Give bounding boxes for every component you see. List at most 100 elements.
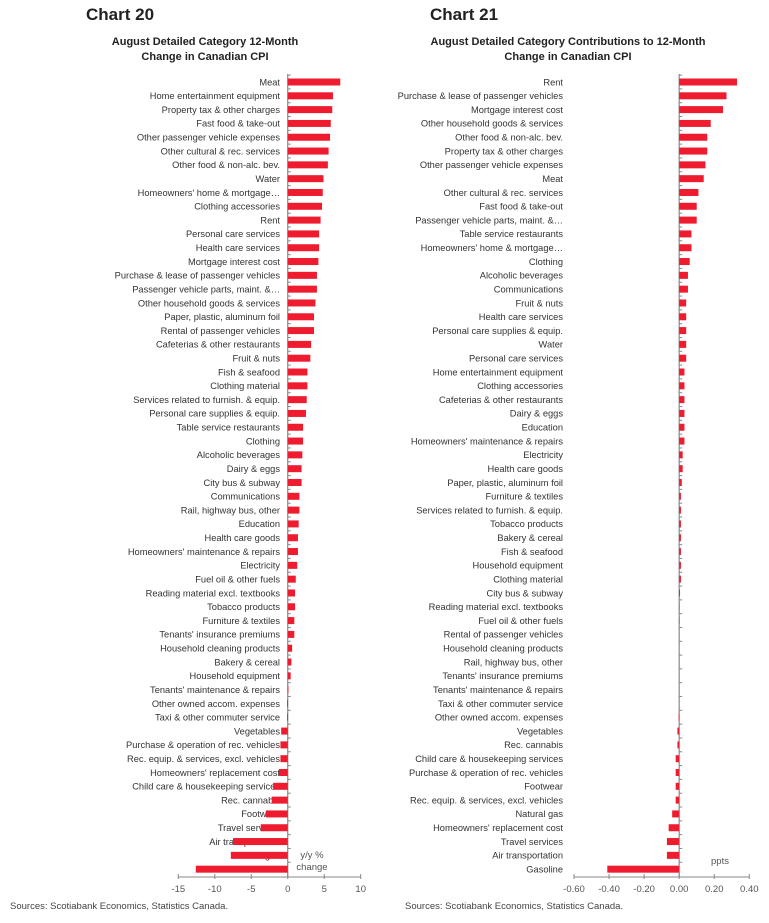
chart-20-category-label: Cafeterias & other restaurants (156, 340, 280, 350)
chart-20-bar (287, 589, 296, 597)
chart-20-bar (287, 672, 291, 680)
chart-21-category-label: Meat (542, 174, 563, 184)
chart-20-bar (233, 838, 288, 846)
chart-21-bar (679, 478, 682, 486)
chart-21-bar (677, 741, 680, 749)
chart-20-category-label: Fuel oil & other fuels (195, 574, 280, 584)
chart-20-category-label: Passenger vehicle parts, maint. &… (132, 284, 280, 294)
chart-21-bar (679, 396, 685, 404)
chart-20-category-label: Fish & seafood (218, 367, 280, 377)
chart-20-bar (280, 741, 288, 749)
chart-20-category-label: Communications (211, 492, 281, 502)
chart-21-category-label: Tenants' maintenance & repairs (433, 685, 563, 695)
chart-20-category-label: Homeowners' maintenance & repairs (128, 547, 280, 557)
chart-21-category-label: Child care & housekeeping services (415, 754, 563, 764)
chart-20-category-label: Property tax & other charges (162, 105, 281, 115)
chart-21-category-label: Taxi & other commuter service (438, 699, 563, 709)
chart-20-bar (287, 478, 302, 486)
chart-21-bar (679, 92, 727, 100)
chart-20-category-label: Table service restaurants (177, 423, 281, 433)
chart-20-category-label: Other owned accom. expenses (152, 699, 281, 709)
chart-20-category-label: Rec. equip. & services, excl. vehicles (127, 754, 280, 764)
chart-20-bar (265, 810, 288, 818)
chart-20-category-label: Education (239, 519, 280, 529)
chart-21-category-label: Personal care services (469, 354, 563, 364)
chart-20-bar (287, 382, 308, 390)
chart-21-category-label: Dairy & eggs (510, 409, 564, 419)
chart-21-category-label: Natural gas (515, 809, 563, 819)
chart-21-x-tick-label: 0.40 (740, 884, 759, 895)
chart-21-category-label: Education (522, 423, 563, 433)
chart-21-category-label: Purchase & operation of rec. vehicles (409, 768, 563, 778)
chart-20-category-label: Other passenger vehicle expenses (137, 133, 281, 143)
chart-20-bar (287, 188, 323, 196)
chart-20-category-label: Furniture & textiles (202, 616, 280, 626)
chart-20-bar (287, 161, 328, 169)
chart-20-category-label: Homeowners' home & mortgage… (138, 188, 280, 198)
chart-20-bar (271, 796, 288, 804)
chart-21-bar (679, 409, 685, 417)
chart-20-category-label: Electricity (240, 561, 280, 571)
chart-21-bar (679, 423, 685, 431)
chart-21-bar (679, 175, 704, 183)
chart-20-category-label: Purchase & operation of rec. vehicles (126, 740, 280, 750)
chart-21-bar (679, 327, 687, 335)
chart-21-bar (672, 810, 680, 818)
chart-20-category-label: Clothing (246, 436, 280, 446)
chart-21-source: Sources: Scotiabank Economics, Statistic… (405, 901, 624, 912)
chart-21-bar (679, 575, 681, 583)
chart-20-category-label: Other household goods & services (138, 298, 280, 308)
chart-21-bar (679, 354, 687, 362)
chart-20-category-label: Fast food & take-out (196, 119, 280, 129)
chart-20-category-label: Health care services (196, 243, 281, 253)
chart-21-category-label: Fast food & take-out (479, 202, 563, 212)
chart-20-bar (287, 133, 331, 141)
chart-21-category-label: Personal care supplies & equip. (432, 326, 563, 336)
chart-20-bar (287, 617, 295, 625)
chart-20-category-label: Rent (260, 215, 280, 225)
chart-21-category-label: Tenants' insurance premiums (442, 671, 563, 681)
chart-20-bar (287, 354, 311, 362)
chart-21-bar (679, 133, 708, 141)
chart-20-bar (287, 299, 316, 307)
chart-21-x-tick-label: -0.60 (563, 884, 585, 895)
chart-20-bar (287, 520, 299, 528)
chart-21-category-label: Mortgage interest cost (471, 105, 563, 115)
chart-21-title-line-1: August Detailed Category Contributions t… (430, 36, 706, 48)
chart-20-category-label: Tobacco products (207, 602, 280, 612)
chart-21-category-label: Home entertainment equipment (433, 367, 564, 377)
chart-20-category-label: Reading material excl. textbooks (146, 588, 281, 598)
chart-20-bar (287, 271, 317, 279)
chart-21-bar (679, 188, 699, 196)
chart-21-category-label: Furniture & textiles (485, 492, 563, 502)
chart-20-category-label: Water (256, 174, 280, 184)
chart-21-category-label: Health care goods (488, 464, 564, 474)
chart-20-bar (281, 727, 288, 735)
chart-21-x-tick-label: -0.40 (598, 884, 620, 895)
chart-20-x-tick-label: -5 (247, 884, 255, 895)
chart-21-bar (679, 119, 711, 127)
chart-20-bar (287, 437, 304, 445)
chart-21-bar (679, 465, 683, 473)
chart-21-bar (679, 561, 681, 569)
chart-20-bar (287, 119, 331, 127)
chart-20-bar (287, 713, 288, 721)
chart-21-category-label: Rental of passenger vehicles (444, 630, 564, 640)
chart-20-category-label: Taxi & other commuter service (155, 713, 280, 723)
chart-21-bar (679, 78, 738, 86)
chart-20-category-label: Services related to furnish. & equip. (133, 395, 280, 405)
chart-21-category-label: Footwear (524, 782, 563, 792)
chart-20-bar (287, 630, 295, 638)
chart-21-category-label: Bakery & cereal (497, 533, 563, 543)
chart-20-bar (287, 409, 306, 417)
chart-20-bar (287, 92, 333, 100)
chart-20-bar (287, 561, 298, 569)
chart-20-unit-label: change (296, 862, 327, 873)
chart-20-bar (287, 175, 324, 183)
chart-20-bar (287, 147, 329, 155)
chart-20-bar (287, 686, 289, 694)
chart-21-category-label: Property tax & other charges (445, 146, 564, 156)
chart-21-category-label: Clothing (529, 257, 563, 267)
chart-20-category-label: Travel services (218, 823, 281, 833)
chart-21-category-label: Fuel oil & other fuels (478, 616, 563, 626)
